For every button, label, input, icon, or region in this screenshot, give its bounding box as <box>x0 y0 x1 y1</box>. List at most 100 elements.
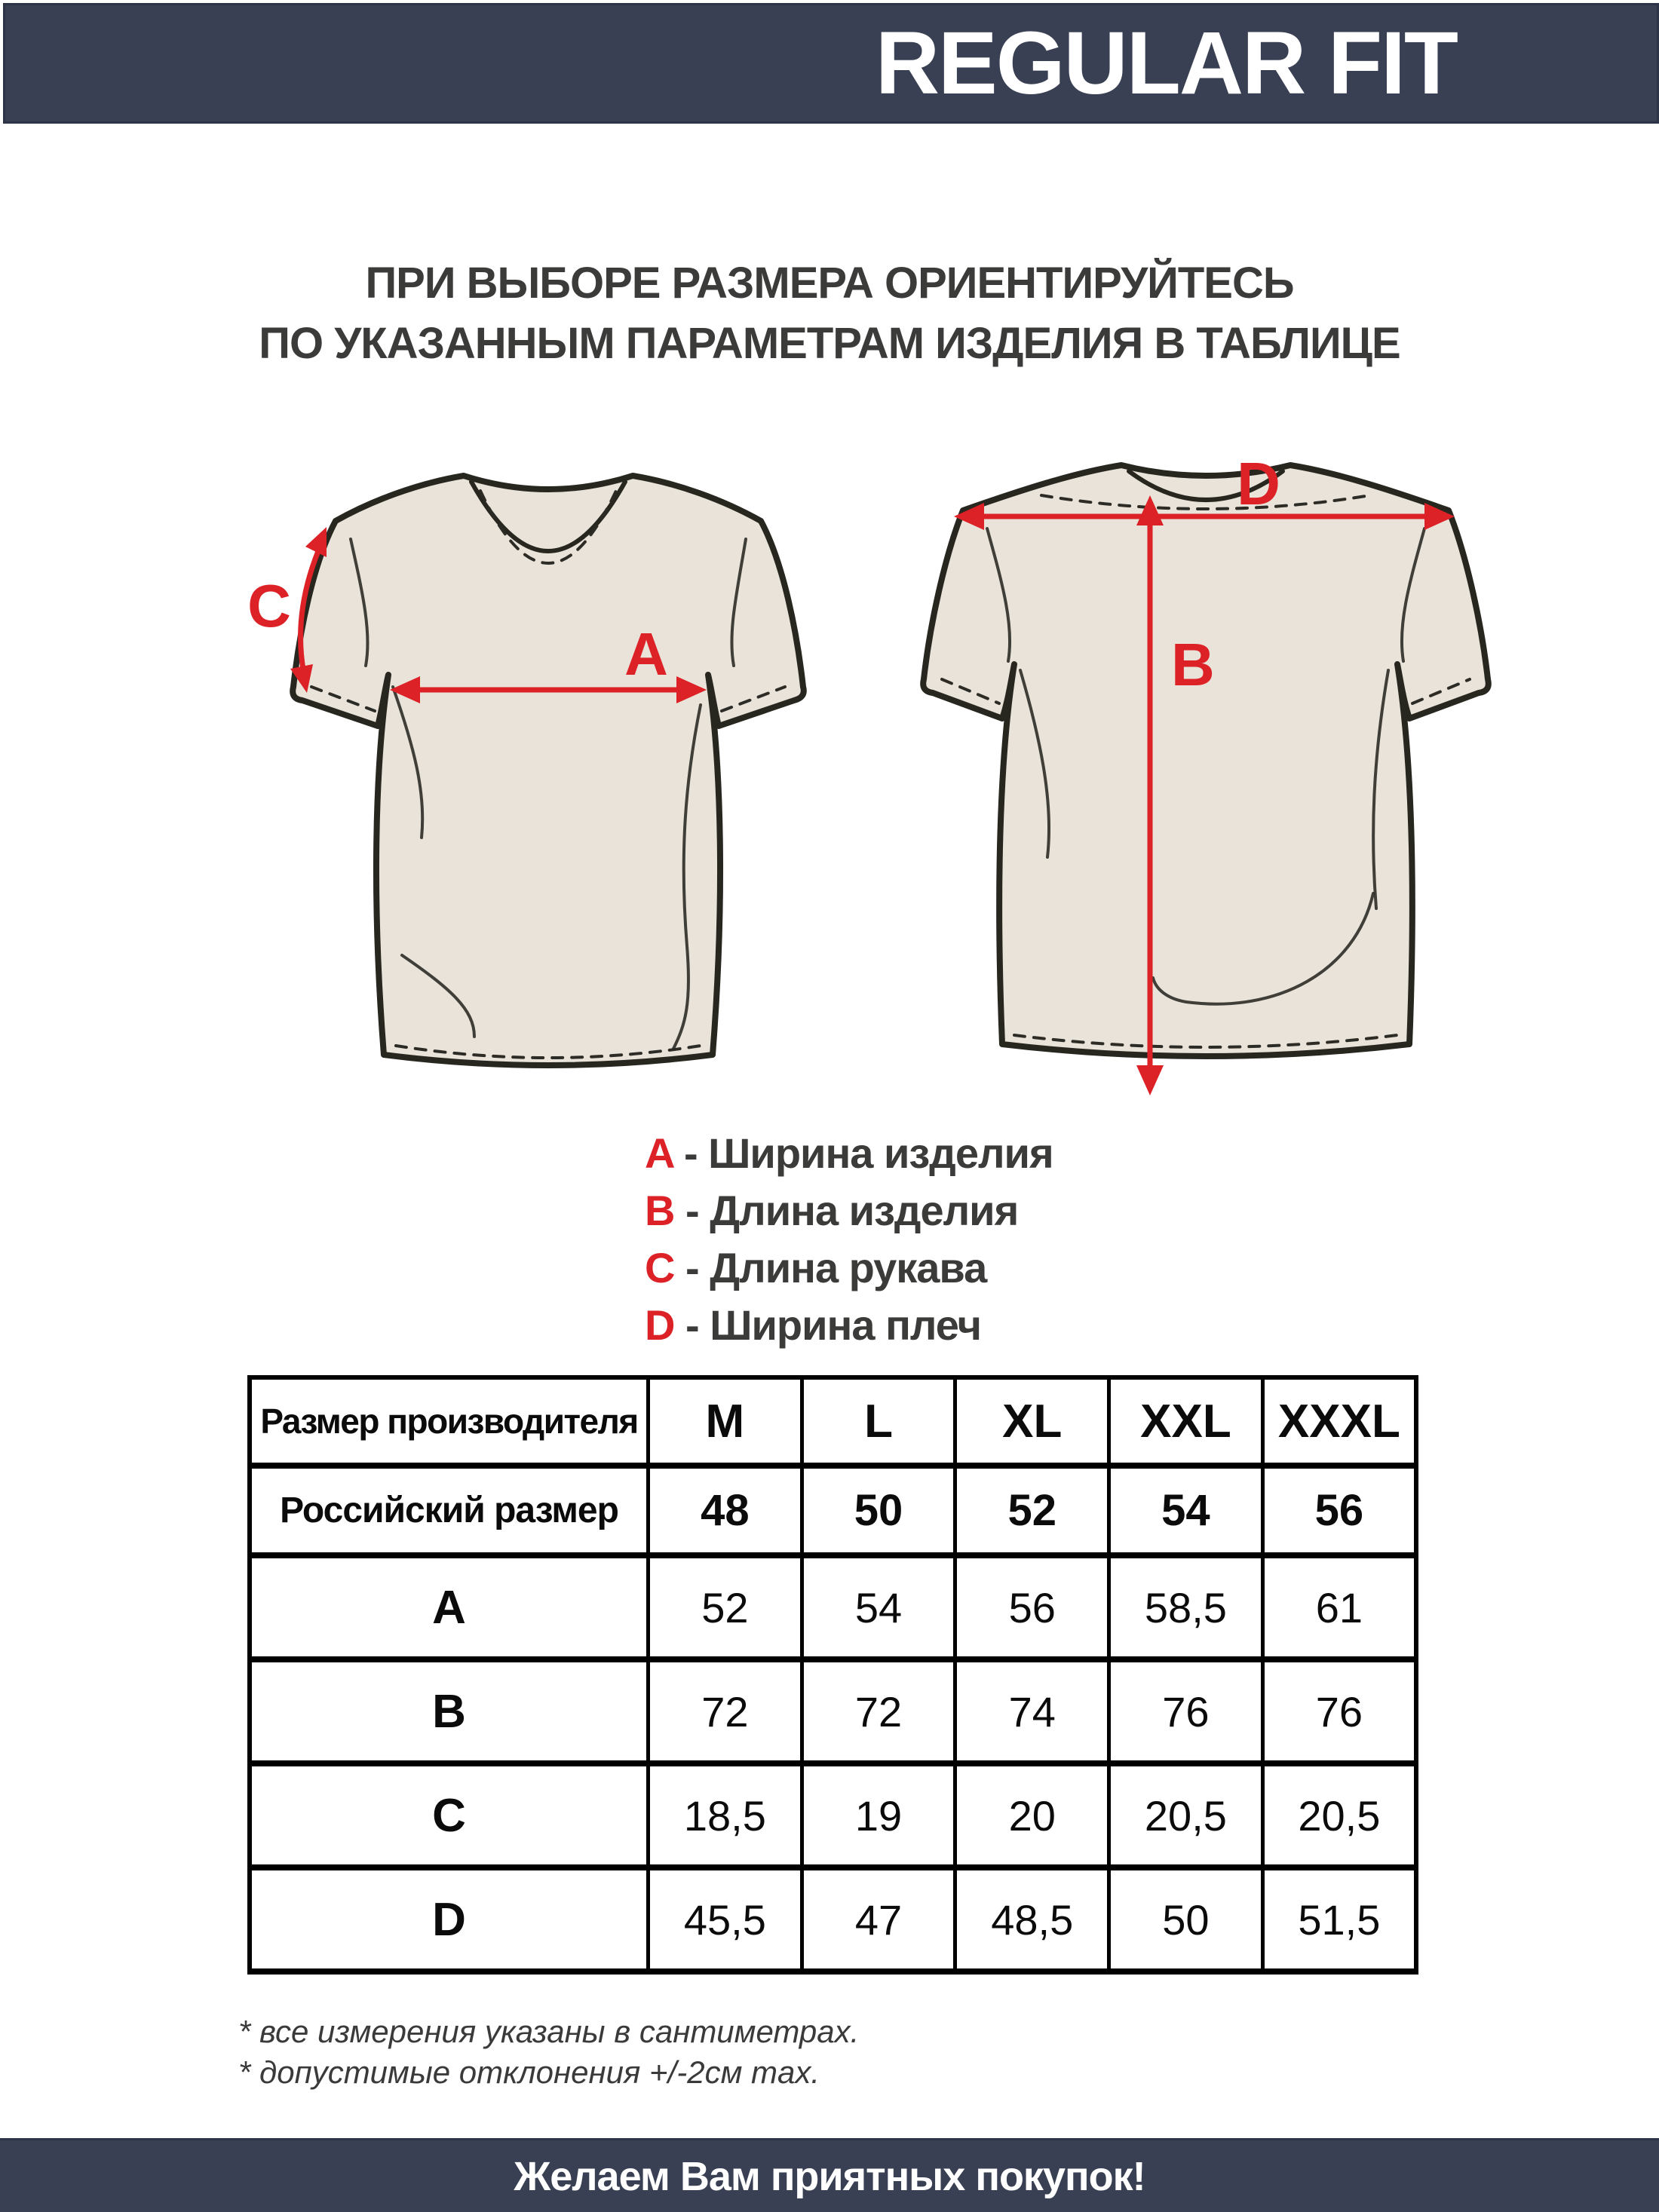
table-cell: Размер производителя <box>247 1375 650 1468</box>
footnote-line-1: * все измерения указаны в сантиметрах. <box>238 2014 860 2049</box>
footnotes: * все измерения указаны в сантиметрах. *… <box>238 2011 859 2093</box>
table-cell: L <box>799 1375 958 1468</box>
table-cell: 61 <box>1260 1552 1418 1662</box>
table-cell: 20,5 <box>1260 1760 1418 1870</box>
back-fold <box>1400 527 1426 663</box>
table-cell: 45,5 <box>646 1864 804 1975</box>
front-fold <box>391 685 425 839</box>
back-fold <box>1151 892 1375 1006</box>
legend-key: A <box>645 1129 673 1177</box>
sleeve-arrow <box>298 541 325 682</box>
back-right-cuff-stitch <box>1411 678 1471 705</box>
sleeve-arrow-head-top <box>305 527 327 557</box>
front-shirt-outline <box>290 473 807 1068</box>
table-cell: 19 <box>799 1760 958 1870</box>
back-shirt-outline <box>920 462 1492 1059</box>
table-cell: 51,5 <box>1260 1864 1418 1975</box>
table-cell: 56 <box>1260 1463 1418 1558</box>
width-arrow-head-left <box>390 676 420 703</box>
back-yoke-stitch <box>1040 494 1372 510</box>
table-cell: 20,5 <box>1107 1760 1265 1870</box>
legend-item: A - Ширина изделия <box>645 1125 1054 1182</box>
table-row-c: C 18,5 19 20 20,5 20,5 <box>247 1760 1418 1870</box>
table-cell: 47 <box>799 1864 958 1975</box>
back-fold <box>1372 669 1390 910</box>
table-cell: 50 <box>1107 1864 1265 1975</box>
front-fold <box>400 954 476 1038</box>
legend-item: D - Ширина плеч <box>645 1297 1053 1354</box>
back-fold <box>986 527 1012 663</box>
legend-item: C - Длина рукава <box>645 1239 1053 1297</box>
table-cell: 54 <box>1107 1463 1265 1558</box>
measurement-legend: A - Ширина изделия B - Длина изделия C -… <box>645 1125 1054 1354</box>
shoulder-arrow-label: D <box>1237 450 1280 517</box>
back-fold <box>1019 669 1051 859</box>
legend-desc: - Ширина изделия <box>683 1129 1054 1177</box>
table-row-d: D 45,5 47 48,5 50 51,5 <box>247 1864 1418 1975</box>
front-fold <box>672 703 702 1050</box>
table-cell: 20 <box>953 1760 1112 1870</box>
legend-key: D <box>645 1301 675 1349</box>
front-right-cuff-stitch <box>720 685 787 712</box>
table-cell: 52 <box>953 1463 1112 1558</box>
front-hem-stitch <box>394 1044 702 1059</box>
table-cell: XXXL <box>1260 1375 1418 1468</box>
table-row-russian: Российский размер 48 50 52 54 56 <box>247 1463 1418 1558</box>
back-collar-line <box>1127 469 1285 502</box>
length-arrow-head-bottom <box>1136 1065 1164 1095</box>
table-cell: C <box>247 1760 650 1870</box>
table-cell: 74 <box>953 1656 1112 1766</box>
table-cell: 58,5 <box>1107 1552 1265 1662</box>
legend-item: B - Длина изделия <box>645 1182 1053 1239</box>
table-cell: Российский размер <box>247 1463 650 1558</box>
table-cell: 76 <box>1107 1656 1265 1766</box>
table-cell: 52 <box>646 1552 804 1662</box>
back-left-cuff-stitch <box>940 678 1001 705</box>
table-row-b: B 72 72 74 76 76 <box>247 1656 1418 1766</box>
front-fold <box>349 538 370 667</box>
legend-key: C <box>645 1244 675 1291</box>
back-shirt-diagram: D B <box>920 450 1492 1095</box>
table-cell: D <box>247 1864 650 1975</box>
table-cell: 18,5 <box>646 1760 804 1870</box>
table-cell: 76 <box>1260 1656 1418 1766</box>
table-row-sizes: Размер производителя M L XL XXL XXXL <box>247 1375 1418 1468</box>
sleeve-arrow-label: C <box>247 572 291 639</box>
legend-desc: - Ширина плеч <box>685 1301 982 1349</box>
width-arrow-label: A <box>624 620 668 688</box>
legend-desc: - Длина рукава <box>685 1244 987 1291</box>
intro-heading: ПРИ ВЫБОРЕ РАЗМЕРА ОРИЕНТИРУЙТЕСЬ ПО УКА… <box>0 253 1659 374</box>
footer-message: Желаем Вам приятных покупок! <box>514 2153 1145 2199</box>
table-cell: A <box>247 1552 650 1662</box>
intro-line-2: ПО УКАЗАННЫМ ПАРАМЕТРАМ ИЗДЕЛИЯ В ТАБЛИЦ… <box>259 319 1400 368</box>
width-arrow-head-right <box>676 676 707 703</box>
front-fold <box>730 538 747 667</box>
front-shirt-diagram: A C <box>247 473 807 1068</box>
table-cell: 50 <box>799 1463 958 1558</box>
front-left-cuff-stitch <box>310 685 376 712</box>
intro-line-1: ПРИ ВЫБОРЕ РАЗМЕРА ОРИЕНТИРУЙТЕСЬ <box>365 259 1294 308</box>
table-cell: 56 <box>953 1552 1112 1662</box>
table-row-a: A 52 54 56 58,5 61 <box>247 1552 1418 1662</box>
front-collar-stitch <box>479 489 618 565</box>
sleeve-arrow-head-bottom <box>290 664 313 693</box>
legend-key: B <box>645 1187 675 1234</box>
length-arrow-head-top <box>1136 495 1164 525</box>
table-cell: 54 <box>799 1552 958 1662</box>
length-arrow-label: B <box>1171 631 1215 698</box>
table-cell: 48 <box>646 1463 804 1558</box>
shoulder-arrow-head-right <box>1424 503 1455 530</box>
table-cell: B <box>247 1656 650 1766</box>
table-cell: M <box>646 1375 804 1468</box>
footer-bar: Желаем Вам приятных покупок! <box>0 2138 1659 2212</box>
table-cell: 72 <box>646 1656 804 1766</box>
size-table: Размер производителя M L XL XXL XXXL Рос… <box>247 1375 1418 1975</box>
shoulder-arrow-head-left <box>954 503 984 530</box>
table-cell: 72 <box>799 1656 958 1766</box>
table-cell: 48,5 <box>953 1864 1112 1975</box>
table-cell: XXL <box>1107 1375 1265 1468</box>
footnote-line-2: * допустимые отклонения +/-2см max. <box>238 2054 820 2090</box>
header-bar: REGULAR FIT <box>3 3 1659 124</box>
legend-desc: - Длина изделия <box>685 1187 1019 1234</box>
